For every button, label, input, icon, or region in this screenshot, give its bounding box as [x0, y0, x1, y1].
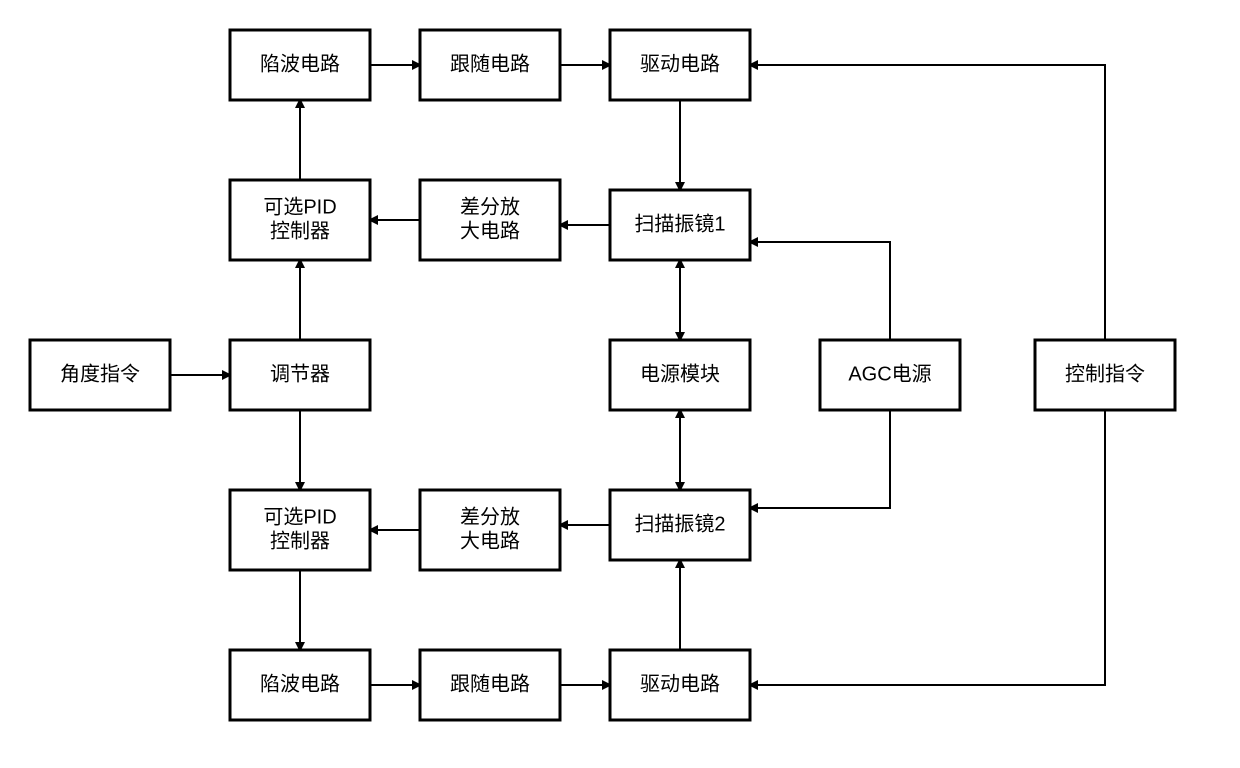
block-label: 扫描振镜1: [634, 212, 725, 235]
block-galvo2: 扫描振镜2: [610, 490, 750, 560]
block-follow1: 跟随电路: [420, 30, 560, 100]
block-label: 角度指令: [60, 362, 140, 385]
arrow: [750, 410, 890, 508]
block-diffamp2: 差分放大电路: [420, 490, 560, 570]
block-label: 可选PID: [263, 505, 336, 528]
block-label: 可选PID: [263, 195, 336, 218]
block-label: 控制器: [270, 529, 330, 552]
block-galvo1: 扫描振镜1: [610, 190, 750, 260]
block-diffamp1: 差分放大电路: [420, 180, 560, 260]
block-notch1: 陷波电路: [230, 30, 370, 100]
block-label: 跟随电路: [450, 672, 530, 695]
block-label: 控制指令: [1065, 362, 1145, 385]
block-diagram: 角度指令调节器可选PID控制器陷波电路跟随电路驱动电路差分放大电路扫描振镜1电源…: [0, 0, 1240, 768]
block-pid1: 可选PID控制器: [230, 180, 370, 260]
block-label: 差分放: [460, 505, 520, 528]
arrow: [750, 410, 1105, 685]
block-label: 控制器: [270, 219, 330, 242]
block-agc: AGC电源: [820, 340, 960, 410]
block-angle_cmd: 角度指令: [30, 340, 170, 410]
block-label: 驱动电路: [640, 672, 720, 695]
block-label: 陷波电路: [260, 672, 340, 695]
block-label: 电源模块: [640, 362, 720, 385]
block-drive1: 驱动电路: [610, 30, 750, 100]
block-drive2: 驱动电路: [610, 650, 750, 720]
arrow: [750, 242, 890, 340]
block-pid2: 可选PID控制器: [230, 490, 370, 570]
block-label: 差分放: [460, 195, 520, 218]
block-ctrl_cmd: 控制指令: [1035, 340, 1175, 410]
block-label: 驱动电路: [640, 52, 720, 75]
block-label: 大电路: [460, 529, 520, 552]
block-label: 大电路: [460, 219, 520, 242]
block-regulator: 调节器: [230, 340, 370, 410]
block-label: 调节器: [270, 362, 330, 385]
block-power: 电源模块: [610, 340, 750, 410]
block-notch2: 陷波电路: [230, 650, 370, 720]
block-label: 陷波电路: [260, 52, 340, 75]
block-follow2: 跟随电路: [420, 650, 560, 720]
block-label: 跟随电路: [450, 52, 530, 75]
block-label: 扫描振镜2: [634, 512, 725, 535]
arrow: [750, 65, 1105, 340]
block-label: AGC电源: [848, 362, 931, 385]
